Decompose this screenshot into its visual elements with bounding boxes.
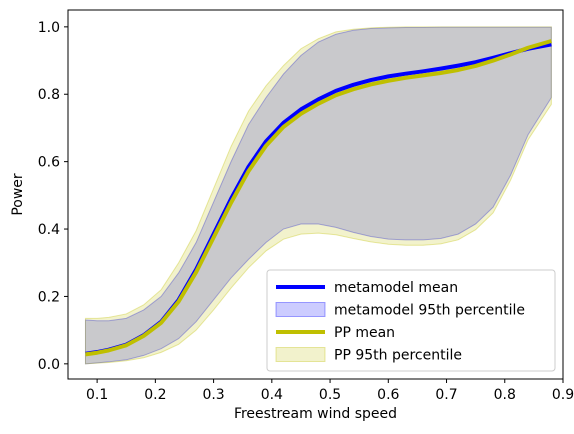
pp-mean-legend-label: PP mean (334, 325, 395, 341)
mean-lines (85, 39, 552, 357)
y-tick-label: 0.0 (38, 357, 60, 373)
y-axis-label: Power (10, 173, 26, 216)
y-tick-label: 0.6 (38, 155, 60, 171)
x-tick-label: 0.2 (144, 387, 166, 403)
x-axis-ticks: 0.1 0.2 0.3 0.4 0.5 0.6 0.7 0.8 0.9 (86, 379, 574, 403)
legend: metamodel mean metamodel 95th percentile P… (266, 269, 556, 372)
percentile-bands (84, 26, 552, 365)
metamodel-mean-legend-label: metamodel mean (334, 280, 458, 296)
metamodel-95th-percentile-legend-swatch (275, 302, 326, 317)
y-tick-label: 0.4 (38, 222, 60, 238)
x-tick-label: 0.5 (319, 387, 341, 403)
y-tick-label: 1.0 (38, 20, 60, 36)
plot-frame (67, 9, 564, 380)
x-tick-label: 0.8 (494, 387, 516, 403)
y-tick-label: 0.8 (38, 87, 60, 103)
x-tick-label: 0.4 (261, 387, 283, 403)
x-tick-label: 0.7 (435, 387, 457, 403)
pp-95th-percentile-band (84, 26, 552, 365)
y-axis-ticks: 0.0 0.2 0.4 0.6 0.8 1.0 (38, 20, 68, 373)
metamodel-95th-percentile-band (84, 26, 552, 365)
y-tick-label: 0.2 (38, 289, 60, 305)
x-tick-label: 0.9 (552, 387, 574, 403)
metamodel-95th-percentile-legend-label: metamodel 95th percentile (334, 303, 525, 319)
pp-mean-line (85, 39, 552, 357)
x-axis-label: Freestream wind speed (234, 406, 397, 422)
pp-95th-percentile-legend-label: PP 95th percentile (334, 348, 462, 364)
x-tick-label: 0.1 (86, 387, 108, 403)
pp-95th-percentile-legend-swatch (275, 347, 326, 362)
x-tick-label: 0.3 (202, 387, 224, 403)
x-tick-label: 0.6 (377, 387, 399, 403)
legend-box (266, 269, 556, 372)
